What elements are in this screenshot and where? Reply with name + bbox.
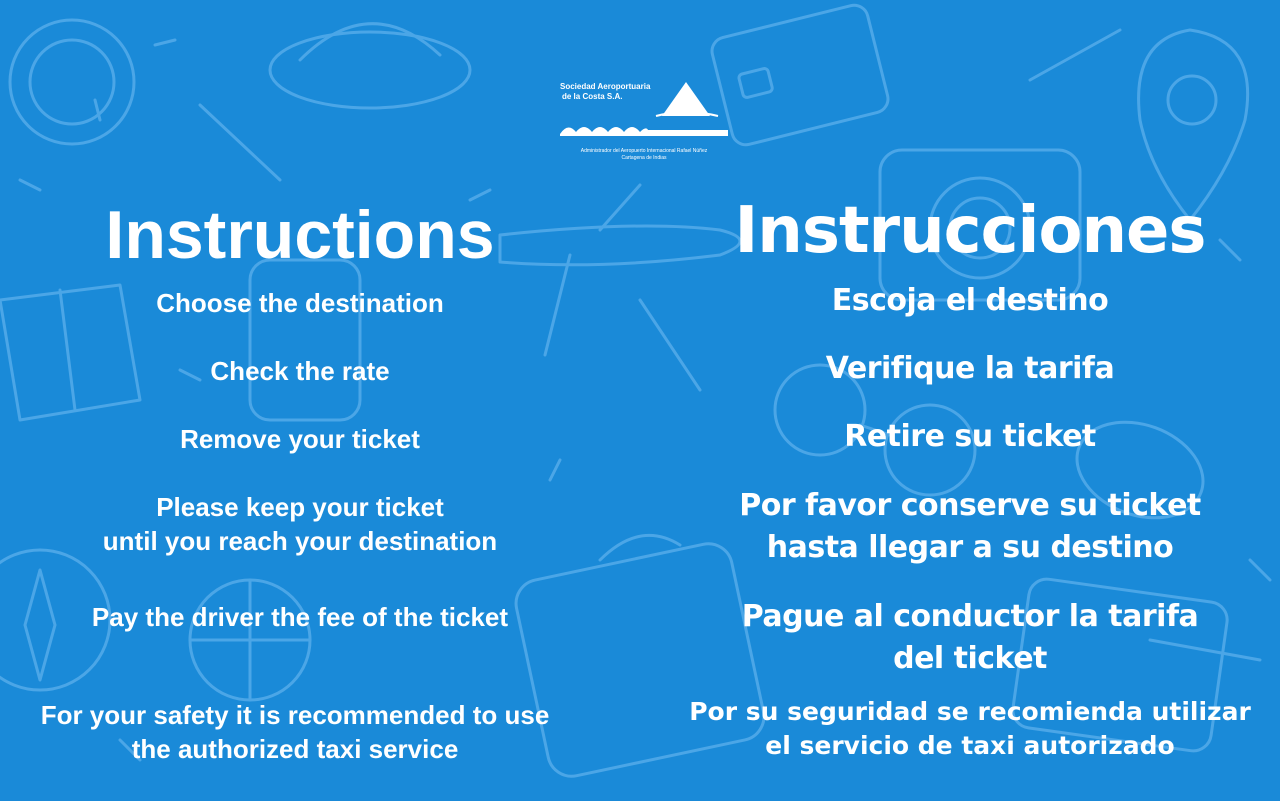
english-step-4-line-1: Please keep your ticket (156, 492, 444, 522)
spanish-step-6: Por su seguridad se recomienda utilizar … (650, 695, 1280, 763)
spanish-step-2-line-1: Verifique la tarifa (825, 351, 1115, 386)
spanish-step-4: Por favor conserve su ticket hasta llega… (650, 485, 1280, 569)
spanish-step-3: Retire su ticket (650, 416, 1280, 458)
english-step-3: Remove your ticket (0, 422, 620, 456)
logo-mark-icon (560, 82, 728, 136)
spanish-step-1-line-1: Escoja el destino (831, 283, 1109, 318)
company-logo: Sociedad Aeroportuaria de la Costa S.A. … (560, 82, 728, 170)
english-step-1-line-1: Choose the destination (156, 288, 444, 318)
spanish-step-2: Verifique la tarifa (650, 348, 1280, 390)
logo-subtitle-line1: Administrador del Aeropuerto Internacion… (580, 148, 708, 154)
logo-name-line1: Sociedad Aeroportuaria (560, 82, 651, 91)
english-step-3-line-1: Remove your ticket (180, 424, 420, 454)
spanish-step-5: Pague al conductor la tarifa del ticket (650, 596, 1280, 680)
english-step-2-line-1: Check the rate (210, 356, 390, 386)
spanish-step-5-line-1: Pague al conductor la tarifa (741, 599, 1199, 634)
spanish-step-1: Escoja el destino (650, 280, 1280, 322)
english-step-2: Check the rate (0, 354, 620, 388)
english-step-6: For your safety it is recommended to use… (0, 698, 615, 766)
english-step-6-line-1: For your safety it is recommended to use (40, 700, 550, 730)
spanish-step-6-line-1: Por su seguridad se recomienda utilizar (689, 697, 1251, 726)
spanish-step-4-line-1: Por favor conserve su ticket (739, 488, 1201, 523)
spanish-title: Instrucciones (734, 194, 1206, 268)
spanish-step-3-line-1: Retire su ticket (844, 419, 1096, 454)
english-step-5-line-1: Pay the driver the fee of the ticket (91, 602, 509, 632)
spanish-step-4-line-2: hasta llegar a su destino (766, 530, 1174, 565)
spanish-step-5-line-2: del ticket (893, 641, 1047, 676)
english-title: Instructions (105, 197, 495, 273)
english-step-1: Choose the destination (0, 286, 620, 320)
logo-subtitle-line2: Cartagena de Indias (621, 155, 667, 161)
english-step-5: Pay the driver the fee of the ticket (0, 600, 620, 634)
english-step-4: Please keep your ticket until you reach … (0, 490, 620, 558)
english-step-6-line-2: the authorized taxi service (131, 734, 459, 764)
spanish-step-6-line-2: el servicio de taxi autorizado (765, 731, 1175, 760)
english-step-4-line-2: until you reach your destination (102, 526, 498, 556)
logo-name-line2: de la Costa S.A. (562, 92, 623, 101)
